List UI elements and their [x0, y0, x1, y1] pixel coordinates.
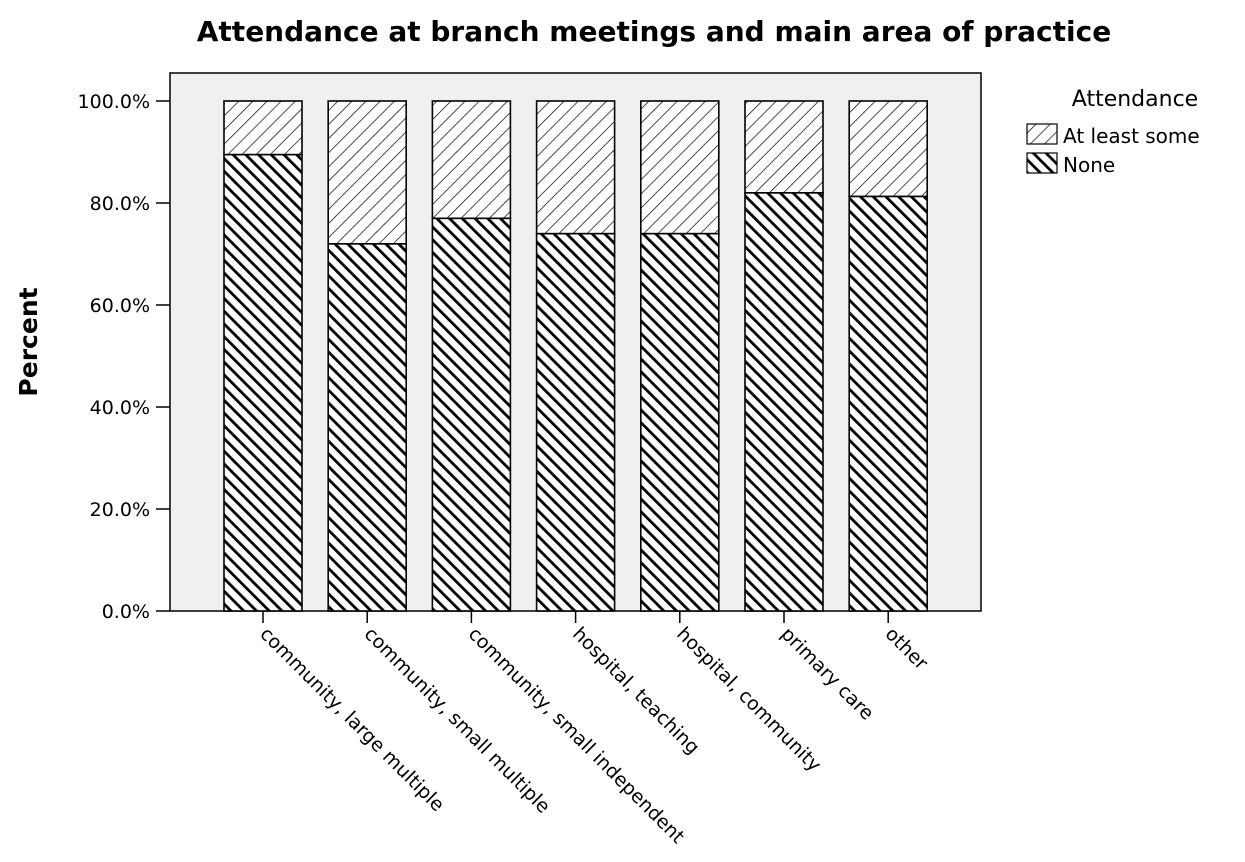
y-tick-label: 60.0% — [90, 295, 150, 317]
y-axis-label: Percent — [14, 287, 43, 396]
y-tick-label: 40.0% — [90, 397, 150, 419]
bar-segment-none — [848, 195, 929, 612]
x-tick-label: primary care — [776, 623, 878, 725]
legend: Attendance At least some None — [1026, 87, 1200, 177]
legend-title: Attendance — [1072, 87, 1198, 112]
legend-swatch-at-least-some — [1026, 123, 1058, 145]
bar-segment-at-least-some — [327, 100, 408, 245]
bar-segment-none — [744, 192, 824, 612]
chart-title: Attendance at branch meetings and main a… — [197, 15, 1111, 48]
x-tick-label: other — [881, 623, 932, 674]
bar-segment-none — [327, 243, 408, 612]
x-tick-label: community, large multiple — [255, 623, 448, 816]
bar-segment-at-least-some — [744, 100, 824, 194]
bar-segment-at-least-some — [535, 100, 616, 235]
y-axis: 0.0% 20.0% 40.0% 60.0% 80.0% 100.0% — [78, 91, 170, 623]
bar-segment-at-least-some — [848, 100, 929, 198]
x-tick-label: community, small multiple — [360, 623, 555, 818]
bar-segment-at-least-some — [223, 100, 303, 156]
bars — [223, 100, 929, 612]
legend-label-none: None — [1063, 153, 1115, 177]
bar-segment-at-least-some — [431, 100, 512, 220]
y-tick-label: 80.0% — [90, 193, 150, 215]
y-tick-label: 100.0% — [78, 91, 150, 113]
y-tick-label: 20.0% — [90, 499, 150, 521]
bar-segment-none — [639, 232, 720, 612]
bar-segment-at-least-some — [639, 100, 720, 235]
y-tick-label: 0.0% — [102, 601, 150, 623]
bar-segment-none — [223, 153, 303, 612]
x-tick-label: community, small independent — [464, 623, 689, 848]
bar-segment-none — [535, 232, 616, 612]
legend-swatch-none — [1026, 152, 1058, 174]
bar-segment-none — [431, 217, 512, 612]
legend-label-at-least-some: At least some — [1063, 124, 1200, 148]
